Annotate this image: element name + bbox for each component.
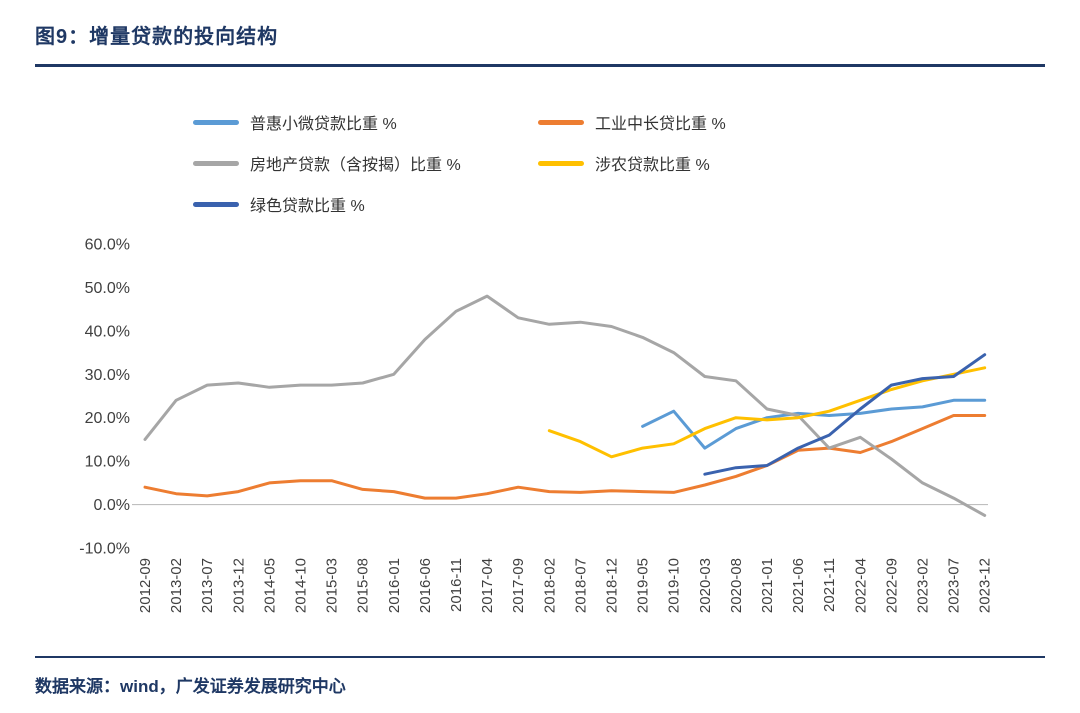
x-axis-label: 2017-09 xyxy=(510,558,527,613)
x-axis-label: 2013-12 xyxy=(230,558,247,613)
x-axis-label: 2021-11 xyxy=(821,558,838,612)
legend-line-marker xyxy=(193,119,239,125)
legend-line-marker xyxy=(193,201,239,207)
x-axis-label: 2018-02 xyxy=(541,558,558,613)
x-axis-label: 2016-06 xyxy=(417,558,434,613)
legend-label: 房地产贷款（含按揭）比重 % xyxy=(250,157,461,174)
x-axis-label: 2012-09 xyxy=(137,558,154,613)
legend-line-marker xyxy=(193,160,239,166)
legend-item-1: 工业中长贷比重 % xyxy=(538,110,726,134)
x-axis-label: 2018-12 xyxy=(604,558,621,613)
x-axis-label: 2014-05 xyxy=(261,558,278,613)
legend-label: 涉农贷款比重 % xyxy=(595,157,710,174)
x-axis-label: 2023-07 xyxy=(946,558,963,613)
x-axis-label: 2018-07 xyxy=(572,558,589,613)
line-chart: 60.0% 50.0% 40.0% 30.0% 20.0% 10.0% 0.0% -10.0%… xyxy=(79,237,994,614)
x-axis-label: 2016-11 xyxy=(448,558,465,612)
x-axis-label: 2017-04 xyxy=(479,558,496,613)
series-line-3 xyxy=(547,366,987,459)
top-divider xyxy=(35,64,1045,67)
x-axis-label: 2016-01 xyxy=(386,558,403,613)
x-axis-label: 2022-04 xyxy=(852,558,869,613)
series-line-4 xyxy=(703,353,987,476)
legend-item-0: 普惠小微贷款比重 % xyxy=(193,110,538,134)
legend-item-4: 绿色贷款比重 % xyxy=(193,192,538,216)
data-source-note: 数据来源：wind，广发证券发展研究中心 xyxy=(35,677,346,696)
series-line-1 xyxy=(143,414,987,500)
legend-line-marker xyxy=(538,119,584,125)
x-axis-label: 2013-02 xyxy=(168,558,185,613)
chart-legend: 普惠小微贷款比重 % 工业中长贷比重 % 房地产贷款（含按揭）比重 % 涉农贷款比重 … xyxy=(193,110,726,216)
x-axis-label: 2015-03 xyxy=(324,558,341,613)
x-axis-label: 2023-12 xyxy=(977,558,994,613)
legend-label: 工业中长贷比重 % xyxy=(595,116,726,133)
legend-item-3: 涉农贷款比重 % xyxy=(538,151,726,175)
x-axis-label: 2019-10 xyxy=(666,558,683,613)
legend-item-2: 房地产贷款（含按揭）比重 % xyxy=(193,151,538,175)
figure-title: 图9：增量贷款的投向结构 xyxy=(35,26,279,48)
y-axis-label: 0.0% xyxy=(94,497,130,514)
y-axis-label: 50.0% xyxy=(85,280,130,297)
y-axis-label: 20.0% xyxy=(85,410,130,427)
legend-label: 绿色贷款比重 % xyxy=(250,198,365,215)
x-axis-label: 2015-08 xyxy=(355,558,372,613)
x-axis-label: 2021-06 xyxy=(790,558,807,613)
bottom-divider xyxy=(35,656,1045,658)
x-axis-label: 2023-02 xyxy=(915,558,932,613)
x-axis-label: 2019-05 xyxy=(635,558,652,613)
x-axis-label: 2020-08 xyxy=(728,558,745,613)
legend-line-marker xyxy=(538,160,584,166)
legend-label: 普惠小微贷款比重 % xyxy=(250,116,397,133)
y-axis-label: 40.0% xyxy=(85,323,130,340)
x-axis-label: 2014-10 xyxy=(293,558,310,613)
x-axis-label: 2013-07 xyxy=(199,558,216,613)
y-axis-label: 60.0% xyxy=(85,237,130,254)
y-axis-label: 30.0% xyxy=(85,367,130,384)
y-axis-label: 10.0% xyxy=(85,454,130,471)
x-axis-label: 2021-01 xyxy=(759,558,776,613)
x-axis-label: 2020-03 xyxy=(697,558,714,613)
series-line-2 xyxy=(143,294,987,517)
y-axis-label: -10.0% xyxy=(79,541,130,558)
x-axis-label: 2022-09 xyxy=(883,558,900,613)
